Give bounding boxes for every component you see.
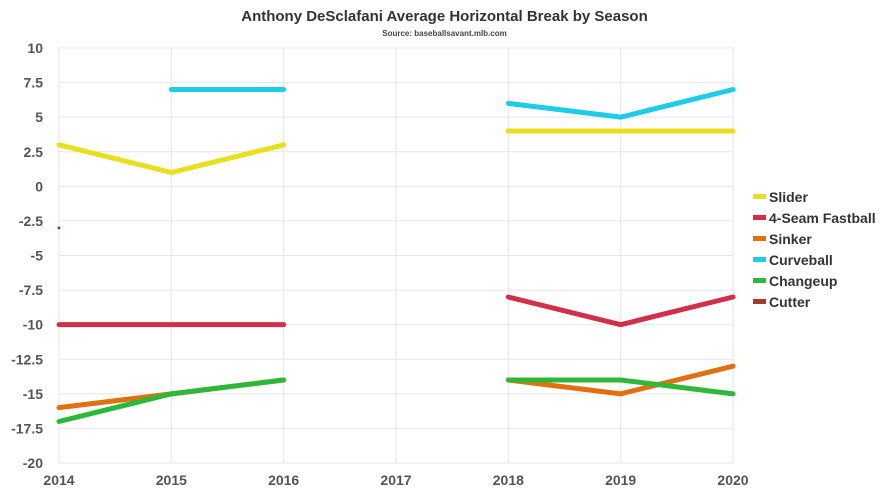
legend-label: Curveball <box>769 252 833 268</box>
y-tick-label: -2.5 <box>19 213 43 229</box>
series-line <box>505 87 736 120</box>
y-tick-label: 0 <box>35 178 43 194</box>
data-point <box>57 226 61 230</box>
x-tick-label: 2015 <box>156 472 187 488</box>
y-axis: 10 7.5 5 2.5 0 -2.5 -5 -7.5 -10 -12.5 -15 -17.5 -20 <box>11 40 43 471</box>
legend-label: Cutter <box>769 294 811 310</box>
legend-item: 4-Seam Fastball <box>753 210 876 226</box>
x-tick-label: 2019 <box>605 472 636 488</box>
x-axis: 2014 2015 2016 2017 2018 2019 2020 <box>43 472 748 488</box>
series-changeup <box>56 377 736 424</box>
series-slider <box>56 128 736 175</box>
legend-swatch <box>753 299 766 304</box>
y-tick-label: -7.5 <box>19 282 43 298</box>
legend-swatch <box>753 194 766 199</box>
y-tick-label: -15 <box>23 386 43 402</box>
y-tick-label: -20 <box>23 455 43 471</box>
series-line <box>56 142 287 175</box>
y-tick-label: -10 <box>23 317 43 333</box>
series-line <box>56 377 287 424</box>
legend-swatch <box>753 236 766 241</box>
series-line <box>505 377 736 397</box>
series-4-seam-fastball <box>56 294 736 328</box>
grid-lines <box>58 47 734 464</box>
legend-swatch <box>753 257 766 262</box>
plot-area <box>56 87 736 424</box>
y-tick-label: 10 <box>27 40 43 56</box>
legend-item: Cutter <box>753 294 811 310</box>
y-tick-label: -5 <box>31 248 44 264</box>
legend-swatch <box>753 278 766 283</box>
series-line <box>505 294 736 328</box>
x-tick-label: 2016 <box>268 472 299 488</box>
legend-item: Changeup <box>753 273 837 289</box>
legend: Slider 4-Seam Fastball Sinker Curveball Chan… <box>753 189 876 310</box>
chart-title: Anthony DeSclafani Average Horizontal Br… <box>241 8 648 25</box>
legend-item: Curveball <box>753 252 833 268</box>
y-tick-label: -17.5 <box>11 420 43 436</box>
series-cutter <box>57 226 61 230</box>
legend-label: Changeup <box>769 273 837 289</box>
legend-swatch <box>753 215 766 220</box>
series-line <box>505 363 736 397</box>
x-tick-label: 2014 <box>43 472 74 488</box>
legend-label: Slider <box>769 189 808 205</box>
y-tick-label: 5 <box>35 109 43 125</box>
legend-item: Sinker <box>753 231 812 247</box>
y-tick-label: 7.5 <box>24 75 44 91</box>
series-curveball <box>168 87 736 120</box>
legend-label: Sinker <box>769 231 812 247</box>
chart-subtitle: Source: baseballsavant.mlb.com <box>382 29 507 38</box>
x-tick-label: 2020 <box>717 472 748 488</box>
x-tick-label: 2018 <box>493 472 524 488</box>
x-tick-label: 2017 <box>380 472 411 488</box>
legend-label: 4-Seam Fastball <box>769 210 876 226</box>
legend-item: Slider <box>753 189 808 205</box>
y-tick-label: 2.5 <box>24 144 44 160</box>
y-tick-label: -12.5 <box>11 351 43 367</box>
